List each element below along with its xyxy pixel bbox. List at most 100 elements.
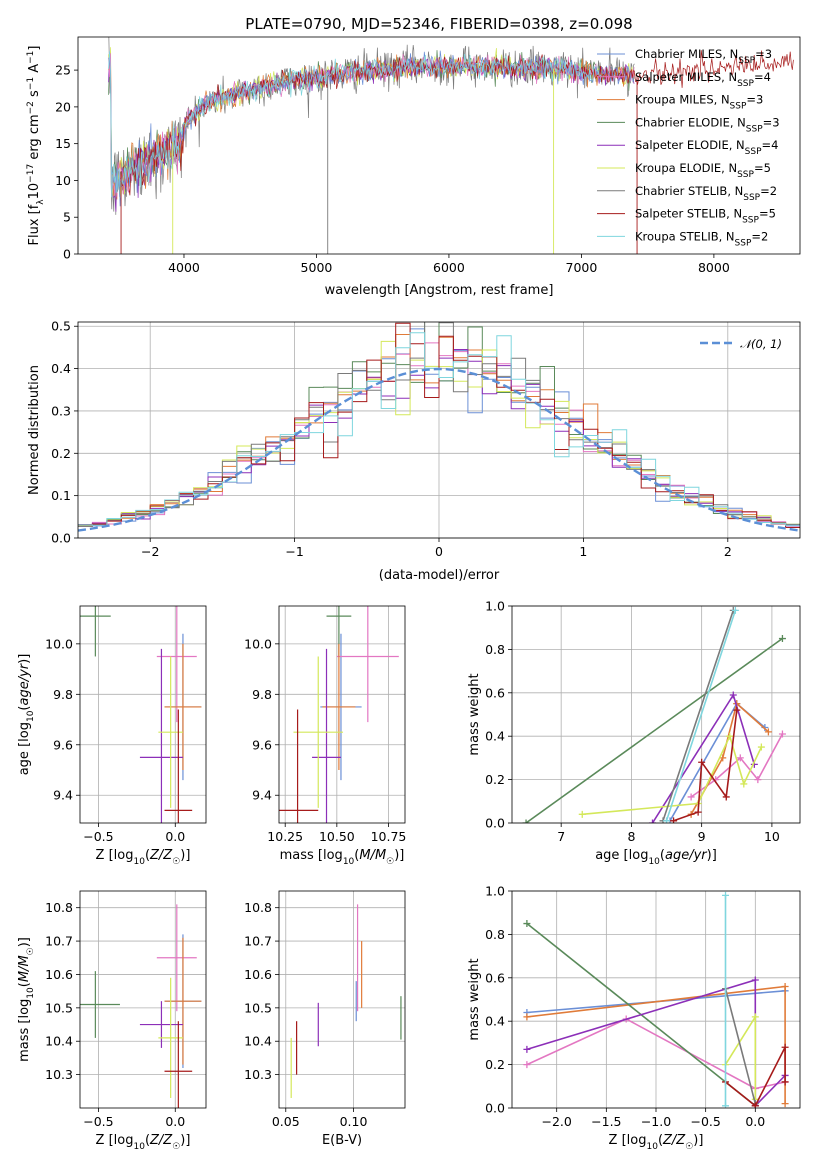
label-part: Kroupa MILES, N [635,93,730,107]
label-part: A [27,64,42,77]
x-tick-label: 8 [627,829,635,844]
label-part: Z [log [96,1133,134,1148]
plot-area [80,606,202,823]
weight-marker [523,920,531,928]
y-tick-label: 0.8 [485,642,505,657]
x-tick-label: 0.05 [272,1114,300,1129]
label-part: mass [log [280,848,343,863]
y-tick-label: 10.4 [244,1034,272,1049]
y-tick-label: 10.7 [45,934,73,949]
weight-marker [578,810,586,818]
x-tick-label: 0.0 [745,1114,765,1129]
legend-entry: Salpeter STELIB, NSSP=5 [635,207,776,226]
label-part: ☉ [172,857,180,867]
y-tick-label: 0.4 [485,729,505,744]
x-tick-label: 10.75 [371,829,407,844]
y-tick-label: 9.4 [252,788,272,803]
legend-entry: Chabrier STELIB, NSSP=2 [635,184,777,203]
label-part: = [754,161,764,175]
label-part: age/yr [17,662,32,705]
plot-area [108,37,794,254]
x-axis-label: E(B-V) [322,1133,362,1148]
y-tick-label: 0.6 [485,970,505,985]
histogram-step [78,322,800,527]
label-part: = [746,93,756,107]
axes-frame [77,321,801,539]
label-part: SSP [730,102,747,112]
weight-marker [731,606,739,614]
weight-marker [687,793,695,801]
weight-marker [523,1013,531,1021]
spectrum-line [108,53,635,197]
label-part: )] [17,654,32,664]
y-tick-label: 20 [55,99,71,114]
weight-marker [740,780,748,788]
y-tick-label: 5 [63,210,71,225]
label-part: )] [693,1133,703,1148]
label-part: ☉ [685,1142,693,1152]
label-part: −1 [26,51,36,64]
axes-frame [278,890,406,1109]
legend-entry: Kroupa ELODIE, NSSP=5 [635,161,771,180]
legend-nssp: 3 [772,115,779,129]
plot-area [78,322,800,532]
legend-nssp: 3 [756,93,763,107]
y-tick-label: 10 [55,173,71,188]
legend-entry: Kroupa MILES, NSSP=3 [635,93,763,112]
axes-spectrum: 4000 5000 6000 7000 80000510152025PLATE=0790… [26,15,801,298]
label-part: )] [180,1133,190,1148]
axes-frame [79,605,207,824]
y-axis-label: age [log10(age/yr)] [17,654,36,776]
weight-marker [648,819,656,823]
plot-area [290,904,402,1098]
label-part: Z [log [96,848,134,863]
x-axis-label: Z [log10(Z/Z☉)] [96,848,191,867]
weight-marker [663,817,671,823]
axes-frame [79,890,207,1109]
label-part: = [763,115,773,129]
plot-area [523,891,789,1108]
weight-marker [722,891,730,899]
y-axis-label: Flux [fλ10−17 erg cm−2 s−1 A−1] [26,46,46,246]
y-axis-label: mass [log10(M/M☉)] [17,937,36,1062]
y-tick-label: 0.4 [51,361,71,376]
y-tick-label: 10.0 [45,636,73,651]
x-tick-label: 5000 [301,260,333,275]
weight-marker [726,732,734,740]
y-tick-label: 10.8 [45,900,73,915]
label-part: Salpeter MILES, N [635,70,737,84]
label-part: = [754,70,764,84]
axes-weight_vs_Z: −2.0 −1.5 −1.0 −0.5 0.0 0.0 0.2 0.4 0.6 0.8 1.0 mas… [467,884,801,1152]
label-part: 10 [646,1142,658,1152]
label-part: −1 [26,77,36,90]
label-part: ( [658,1133,663,1148]
legend-nssp: 2 [770,184,777,198]
label-part: M/M [359,848,386,863]
weight-marker [523,1045,531,1053]
y-tick-label: 0.6 [485,685,505,700]
y-tick-label: 10.6 [244,967,272,982]
x-tick-label: −0.5 [690,1114,720,1129]
y-tick-label: 10.7 [244,934,272,949]
label-part: SSP [746,124,763,134]
label-part: Chabrier MILES, N [635,47,738,61]
label-part: M/M [17,955,32,982]
legend-nssp: 4 [764,70,771,84]
weight-marker [781,1078,789,1086]
label-part: SSP [738,56,755,66]
x-axis-label: Z [log10(Z/Z☉)] [609,1133,704,1152]
y-tick-label: 10.3 [45,1067,73,1082]
axes-frame [278,605,406,824]
y-tick-label: 0.8 [485,927,505,942]
y-tick-label: 0.2 [51,446,71,461]
weight-line [662,610,735,822]
label-part: ( [660,848,665,863]
x-tick-label: −1 [285,544,303,559]
y-axis-label: Normed distribution [27,365,42,495]
x-tick-label: −2.0 [542,1114,572,1129]
y-tick-label: 0.0 [51,531,71,546]
weight-marker [751,976,759,984]
y-tick-label: 9.8 [252,687,272,702]
label-part: 10 [648,857,660,867]
label-part: = [762,138,772,152]
